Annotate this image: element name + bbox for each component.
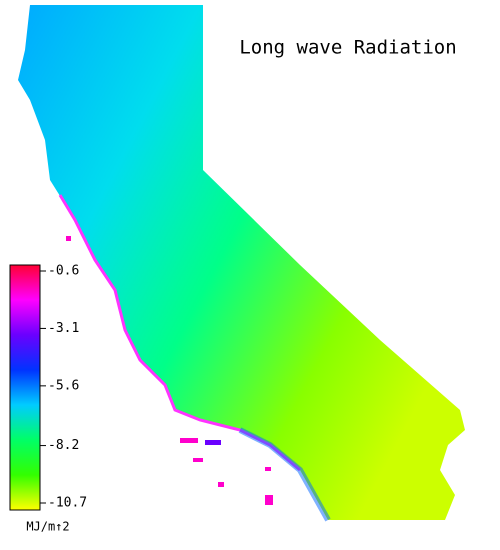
- colorbar-tick-label: -8.2: [48, 438, 79, 453]
- colorbar: [9, 264, 41, 511]
- coast-edge-inner: [238, 427, 331, 522]
- colorbar-tick-label: -5.6: [48, 378, 79, 393]
- colorbar-unit: MJ/m↑2: [26, 520, 69, 534]
- colorbar-tick-label: -3.1: [48, 321, 79, 336]
- colorbar-tick-label: -0.6: [48, 264, 79, 279]
- california-map: [18, 5, 465, 520]
- colorbar-tick-label: -10.7: [48, 496, 87, 511]
- map-title: Long wave Radiation: [239, 37, 456, 59]
- islands: [66, 236, 273, 505]
